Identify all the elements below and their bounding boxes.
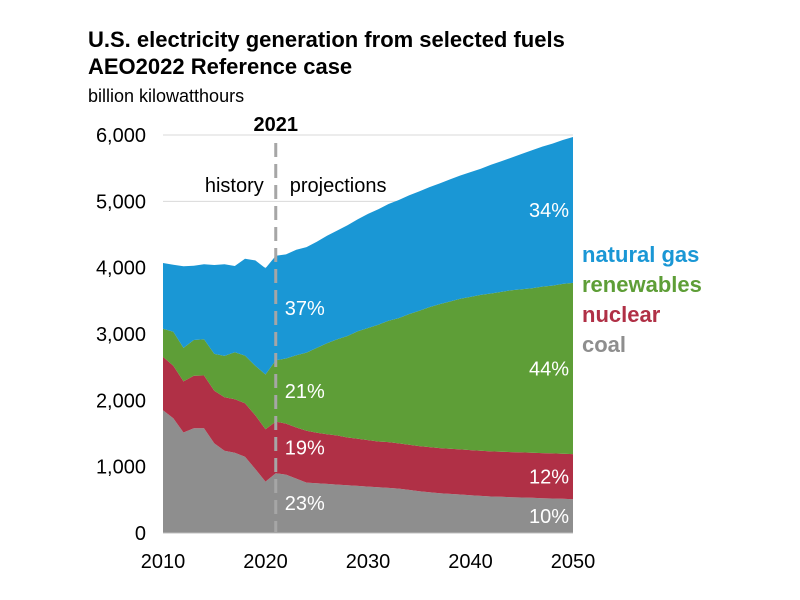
x-tick-label: 2030 [346, 551, 391, 573]
y-tick-label: 4,000 [96, 258, 146, 280]
percent-label: 34% [529, 200, 569, 222]
y-tick-label: 0 [135, 523, 146, 545]
area-coal [163, 410, 573, 533]
percent-label: 44% [529, 358, 569, 380]
divider-year-label: 2021 [254, 114, 299, 136]
y-tick-label: 5,000 [96, 191, 146, 213]
y-tick-label: 2,000 [96, 390, 146, 412]
chart-title: U.S. electricity generation from selecte… [88, 27, 565, 52]
area-renewables [163, 282, 573, 455]
history-label: history [205, 175, 264, 197]
percent-label: 12% [529, 467, 569, 489]
percent-label: 21% [285, 381, 325, 403]
projections-label: projections [290, 175, 387, 197]
units-label: billion kilowatthours [88, 86, 245, 106]
legend-natural-gas: natural gas [582, 242, 699, 267]
y-tick-label: 3,000 [96, 324, 146, 346]
legend-coal: coal [582, 332, 626, 357]
percent-label: 37% [285, 298, 325, 320]
chart-subtitle: AEO2022 Reference case [88, 54, 353, 79]
percent-label: 10% [529, 506, 569, 528]
legend-renewables: renewables [582, 272, 702, 297]
y-tick-label: 1,000 [96, 457, 146, 479]
x-tick-label: 2040 [448, 551, 493, 573]
x-tick-label: 2020 [243, 551, 288, 573]
y-tick-label: 6,000 [96, 125, 146, 147]
area-nuclear [163, 356, 573, 500]
legend-nuclear: nuclear [582, 302, 661, 327]
percent-label: 23% [285, 493, 325, 515]
x-tick-label: 2050 [551, 551, 596, 573]
area-natural-gas [163, 137, 573, 375]
percent-label: 19% [285, 437, 325, 459]
x-tick-label: 2010 [141, 551, 186, 573]
